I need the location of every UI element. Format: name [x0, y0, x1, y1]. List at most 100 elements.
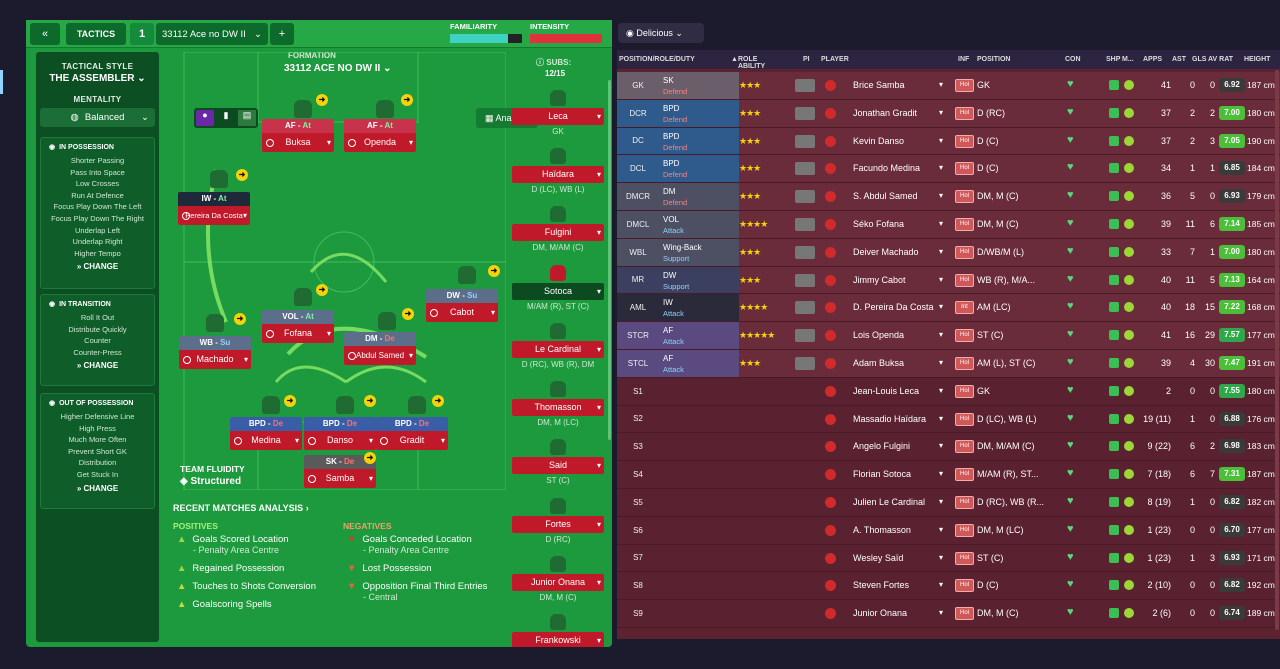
col-inf[interactable]: INF [958, 56, 970, 63]
subs-scrollbar[interactable] [608, 80, 611, 440]
chevron-down-icon[interactable]: ▾ [939, 413, 944, 423]
row-player-name[interactable]: Wesley Saïd [853, 552, 904, 563]
row-position-slot[interactable]: S4 [617, 461, 659, 488]
sub-le-cardinal[interactable]: Le Cardinal D (RC), WB (R), DM [512, 323, 604, 369]
row-player-name[interactable]: Florian Sotoca [853, 469, 912, 480]
table-row[interactable]: S7 Wesley Saïd ▾ Hol ST (C) ♥ 1 (23) 1 3 6.93 171 … [617, 544, 1280, 573]
sub-frankowski[interactable]: Frankowski [512, 614, 604, 647]
col-player[interactable]: PLAYER [821, 56, 849, 63]
table-row[interactable]: S4 Florian Sotoca ▾ Hol M/AM (R), ST... ♥ 7 (1… [617, 461, 1280, 489]
row-player-name[interactable]: Massadio Haïdara [853, 413, 927, 424]
pitch-player-pereira[interactable]: IW - At Pereira Da Costa [178, 192, 250, 225]
table-row[interactable]: S2 Massadio Haïdara ▾ Hol D (LC), WB (L) ♥ 19 … [617, 405, 1280, 434]
chevron-down-icon[interactable]: ▾ [939, 580, 944, 590]
row-position-slot[interactable]: DC [617, 127, 659, 155]
chevron-down-icon[interactable]: ▾ [939, 469, 944, 479]
change-in-transition-button[interactable]: » CHANGE [76, 361, 119, 371]
pitch-player-fofana[interactable]: VOL - At Fofana [262, 310, 334, 343]
pitch-player-machado[interactable]: WB - Su Machado [179, 336, 251, 369]
player-instructions-icon[interactable] [795, 134, 815, 148]
row-position-slot[interactable]: DMCL [617, 211, 659, 238]
table-row[interactable]: DMCR DM Defend ★★★ S. Abdul Samed ▾ Hol DM, M (… [617, 183, 1280, 211]
chevron-down-icon[interactable]: ▾ [939, 80, 944, 89]
row-player-name[interactable]: Brice Samba [853, 80, 905, 90]
back-button[interactable]: « [30, 23, 60, 45]
row-role[interactable]: SK Defend [659, 72, 739, 99]
player-view-icon[interactable]: ● [196, 110, 214, 126]
table-row[interactable]: GK SK Defend ★★★ Brice Samba ▾ Hol GK ♥ 41 0 0 6.92 1… [617, 72, 1280, 100]
add-tactic-button[interactable]: + [270, 23, 294, 45]
col-height[interactable]: HEIGHT [1244, 56, 1271, 63]
row-player-name[interactable]: Junior Onana [853, 608, 908, 619]
view-select[interactable]: ◉ Delicious ⌄ [618, 23, 704, 43]
row-player-name[interactable]: S. Abdul Samed [853, 191, 918, 202]
familiarity-bar[interactable] [450, 34, 522, 43]
chevron-down-icon[interactable]: ▾ [939, 107, 944, 117]
sub-sotoca[interactable]: Sotoca M/AM (R), ST (C) [512, 265, 604, 311]
table-row[interactable]: STCR AF Attack ★★★★★ Lois Openda ▾ Hol ST (C) ♥ 4… [617, 322, 1280, 350]
chevron-down-icon[interactable]: ▾ [939, 274, 944, 284]
chevron-down-icon[interactable]: ▾ [939, 219, 944, 228]
formation-select[interactable]: 33112 ACE NO DW II ⌄ [284, 63, 392, 74]
row-position-slot[interactable]: STCR [617, 322, 659, 349]
row-player-name[interactable]: Lois Openda [853, 330, 905, 341]
col-position[interactable]: POSITION [977, 56, 1011, 63]
table-row[interactable]: S5 Julien Le Cardinal ▾ Hol D (RC), WB (R...… [617, 489, 1280, 517]
pitch-player-cabot[interactable]: DW - Su Cabot [426, 289, 498, 322]
pitch-player-buksa[interactable]: AF - At Buksa [262, 119, 334, 152]
intensity-bar[interactable] [530, 34, 602, 43]
row-role[interactable]: AF Attack [659, 322, 739, 349]
row-position-slot[interactable]: WBL [617, 238, 659, 266]
table-row[interactable]: DCL BPD Defend ★★★ Facundo Medina ▾ Hol D (C) ♥ 3… [617, 155, 1280, 184]
tactics-tab[interactable]: TACTICS [66, 23, 126, 45]
table-row[interactable]: STCL AF Attack ★★★ Adam Buksa ▾ Hol AM (L), ST … [617, 350, 1280, 378]
row-position-slot[interactable]: S2 [617, 405, 659, 433]
player-instructions-icon[interactable] [795, 218, 815, 231]
row-position-slot[interactable]: DMCR [617, 183, 659, 210]
col-con[interactable]: CON [1065, 56, 1081, 63]
table-row[interactable]: MR DW Support ★★★ Jimmy Cabot ▾ Hol WB (R), M/A… [617, 266, 1280, 295]
chevron-down-icon[interactable]: ▾ [939, 163, 944, 173]
pitch-player-danso[interactable]: BPD - De Danso [304, 417, 376, 450]
row-role[interactable]: DM Defend [659, 183, 739, 210]
chevron-down-icon[interactable]: ▾ [939, 441, 944, 451]
chevron-down-icon[interactable]: ▾ [939, 524, 944, 534]
row-role[interactable]: BPD Defend [659, 99, 739, 127]
change-out-of-possession-button[interactable]: » CHANGE [76, 483, 119, 493]
chart-icon[interactable]: ▮ [223, 110, 229, 120]
player-instructions-icon[interactable] [795, 245, 815, 259]
player-instructions-icon[interactable] [795, 273, 815, 287]
chevron-down-icon[interactable]: ▾ [939, 608, 944, 618]
col-role-ability[interactable]: ▲ ROLE ABILITY [731, 56, 766, 70]
table-row[interactable]: S1 Jean-Louis Leca ▾ Hol GK ♥ 2 0 0 7.55 180 cm [617, 377, 1280, 406]
chevron-down-icon[interactable]: ▾ [939, 385, 944, 395]
row-position-slot[interactable]: S5 [617, 489, 659, 516]
row-player-name[interactable]: Adam Buksa [853, 358, 905, 368]
card-icon[interactable]: ▤ [238, 110, 256, 126]
row-position-slot[interactable]: S8 [617, 572, 659, 600]
row-position-slot[interactable]: DCL [617, 155, 659, 183]
col-shp[interactable]: SHP [1106, 56, 1121, 63]
tactical-style-select[interactable]: THE ASSEMBLER ⌄ [36, 73, 159, 84]
table-row[interactable]: DC BPD Defend ★★★ Kevin Danso ▾ Hol D (C) ♥ 37 2 3 7… [617, 127, 1280, 156]
row-player-name[interactable]: Jonathan Gradit [853, 107, 918, 118]
row-role[interactable]: VOL Attack [659, 211, 739, 238]
row-player-name[interactable]: Jean-Louis Leca [853, 385, 920, 396]
table-row[interactable]: S8 Steven Fortes ▾ Hol D (C) ♥ 2 (10) 0 0 6.82 192… [617, 572, 1280, 601]
col-ast[interactable]: AST [1172, 56, 1186, 63]
sub-junior-onana[interactable]: Junior Onana DM, M (C) [512, 556, 604, 602]
row-role[interactable]: IW Attack [659, 294, 739, 322]
change-in-possession-button[interactable]: » CHANGE [76, 262, 119, 272]
table-row[interactable]: S6 A. Thomasson ▾ Hol DM, M (LC) ♥ 1 (23) 0 0 6.7… [617, 516, 1280, 545]
player-instructions-icon[interactable] [795, 106, 815, 120]
table-row[interactable]: S9 Junior Onana ▾ Hol DM, M (C) ♥ 2 (6) 0 0 6.74 1… [617, 600, 1280, 628]
table-row[interactable]: S3 Angelo Fulgini ▾ Hol DM, M/AM (C) ♥ 9 (22) 6… [617, 433, 1280, 462]
row-position-slot[interactable]: STCL [617, 350, 659, 377]
tactic-select[interactable]: 33112 Ace no DW II ⌄ [156, 23, 268, 45]
player-instructions-icon[interactable] [795, 79, 815, 92]
row-player-name[interactable]: Séko Fofana [853, 219, 905, 229]
row-position-slot[interactable]: S3 [617, 433, 659, 461]
sub-said[interactable]: Said ST (C) [512, 439, 604, 485]
chevron-down-icon[interactable]: ▾ [939, 497, 944, 506]
col-apps[interactable]: APPS [1143, 56, 1163, 63]
